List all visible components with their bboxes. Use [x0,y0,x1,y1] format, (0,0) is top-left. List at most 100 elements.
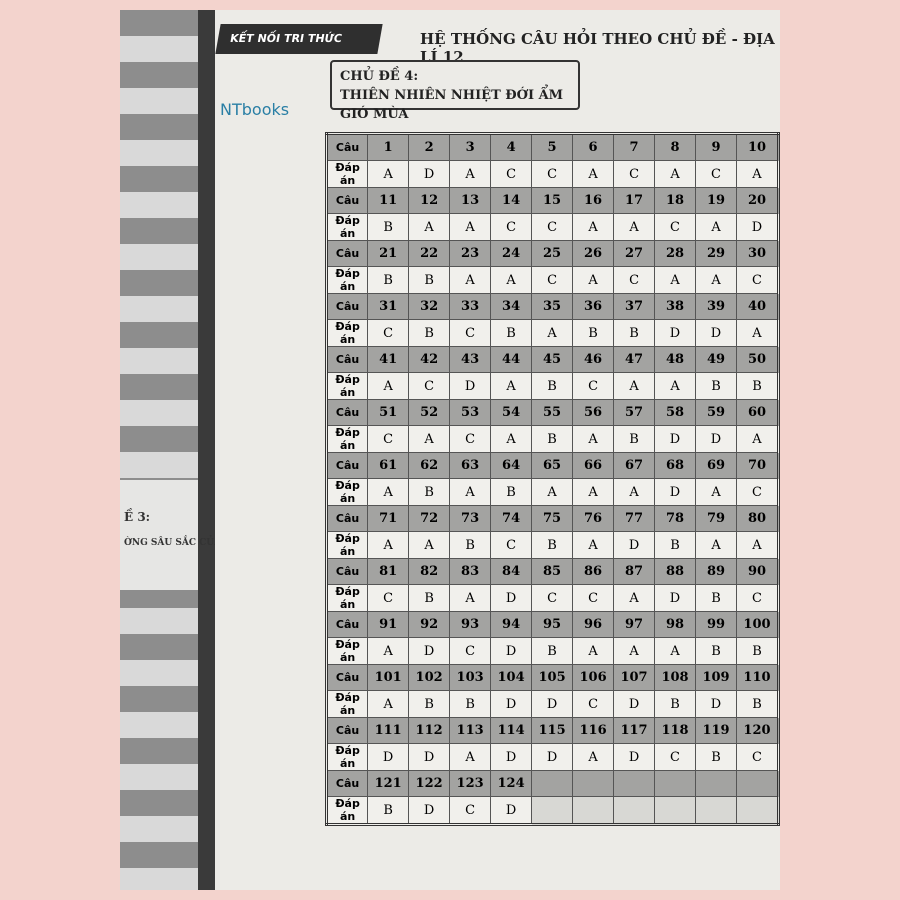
question-number: 24 [490,240,533,267]
table-row: Câu 71 72 73 74 75 76 77 78 79 80 [325,505,779,532]
empty-cell [572,796,615,825]
answer: A [695,266,737,294]
answer: B [531,637,574,665]
answer: C [490,213,533,241]
question-number: 10 [736,133,779,161]
table-row: Câu 121 122 123 124 [325,770,779,797]
answer: D [408,796,451,825]
answer: A [572,160,615,188]
row-label: Câu [325,558,369,585]
left-subtitle: ỜNG SÂU SẮC CỦA BIỂ [124,538,243,548]
row-label: Câu [325,452,369,479]
row-label: Câu [325,770,369,797]
question-number: 68 [654,452,697,479]
empty-cell [613,770,656,797]
answer: A [613,372,656,400]
question-number: 7 [613,133,656,161]
answer: D [490,690,533,718]
row-label: Đáp án [325,478,369,506]
question-number: 4 [490,133,533,161]
question-number: 89 [695,558,737,585]
question-number: 123 [449,770,492,797]
answer: D [408,637,451,665]
empty-cell [613,796,656,825]
question-number: 93 [449,611,492,638]
question-number: 76 [572,505,615,532]
answer: B [408,266,451,294]
answer: A [613,637,656,665]
question-number: 118 [654,717,697,744]
answer: B [531,372,574,400]
answer: A [490,266,533,294]
answer: C [695,160,737,188]
question-number: 54 [490,399,533,426]
table-row: Đáp án C B C B A B B D D A [325,319,779,347]
answer: A [490,372,533,400]
question-number: 120 [736,717,779,744]
answer: B [490,319,533,347]
question-number: 84 [490,558,533,585]
table-row: Đáp án A A B C B A D B A A [325,531,779,559]
question-number: 98 [654,611,697,638]
question-number: 79 [695,505,737,532]
question-number: 115 [531,717,574,744]
answer: D [613,531,656,559]
question-number: 122 [408,770,451,797]
question-number: 88 [654,558,697,585]
question-number: 5 [531,133,574,161]
question-number: 18 [654,187,697,214]
photo: Ề 3: ỜNG SÂU SẮC CỦA BIỂ KẾT NỐI TRI THỨ… [120,10,780,890]
question-number: 67 [613,452,656,479]
table-row: Đáp án C A C A B A B D D A [325,425,779,453]
answer: A [449,160,492,188]
answer: B [408,690,451,718]
answer: C [367,584,410,612]
question-number: 15 [531,187,574,214]
answer: A [449,266,492,294]
question-number: 3 [449,133,492,161]
answer: A [572,637,615,665]
answer: A [367,478,410,506]
answer: A [613,478,656,506]
empty-cell [736,770,779,797]
answer: A [654,266,697,294]
row-label: Đáp án [325,796,369,825]
row-label: Đáp án [325,319,369,347]
answer: A [695,531,737,559]
topic-number: CHỦ ĐỀ 4: [340,69,419,84]
question-number: 74 [490,505,533,532]
answer: A [449,213,492,241]
question-number: 23 [449,240,492,267]
answer: A [531,319,574,347]
row-label: Đáp án [325,690,369,718]
table-row: Câu 1 2 3 4 5 6 7 8 9 10 [325,133,779,161]
question-number: 25 [531,240,574,267]
answer: D [531,690,574,718]
question-number: 48 [654,346,697,373]
question-number: 85 [531,558,574,585]
question-number: 109 [695,664,737,691]
table-row: Câu 91 92 93 94 95 96 97 98 99 100 [325,611,779,638]
answer: C [367,319,410,347]
question-number: 42 [408,346,451,373]
question-number: 95 [531,611,574,638]
answer: B [408,584,451,612]
answer: C [572,584,615,612]
question-number: 96 [572,611,615,638]
question-number: 37 [613,293,656,320]
answer: B [695,637,737,665]
row-label: Câu [325,717,369,744]
answer: D [695,425,737,453]
answer: D [695,319,737,347]
question-number: 110 [736,664,779,691]
answer: C [572,372,615,400]
question-number: 81 [367,558,410,585]
question-number: 102 [408,664,451,691]
question-number: 27 [613,240,656,267]
question-number: 17 [613,187,656,214]
question-number: 117 [613,717,656,744]
answer: B [613,319,656,347]
question-number: 51 [367,399,410,426]
question-number: 75 [531,505,574,532]
question-number: 33 [449,293,492,320]
